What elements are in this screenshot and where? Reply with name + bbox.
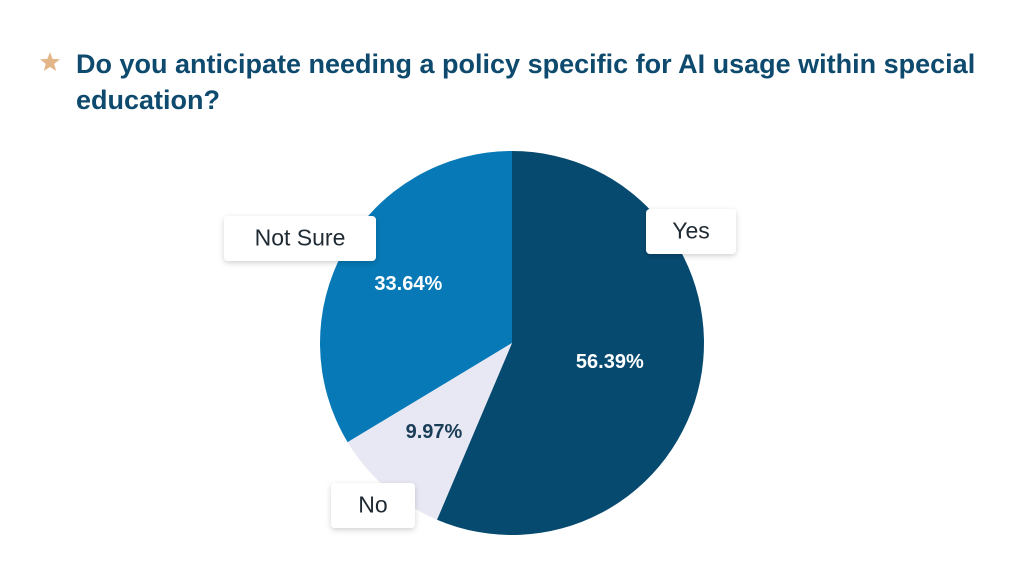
chart-title: Do you anticipate needing a policy speci…	[76, 49, 976, 115]
callout-label: Not Sure	[255, 225, 346, 251]
callout-box	[331, 483, 415, 528]
pie-slice-no	[347, 343, 512, 520]
category-callout: Not Sure	[224, 216, 376, 261]
slice-value-label: 9.97%	[406, 421, 463, 443]
star-icon	[40, 52, 60, 71]
pie-slice-yes	[436, 151, 705, 536]
category-callout: Yes	[646, 209, 736, 254]
callout-box	[224, 216, 376, 261]
callout-label: No	[358, 492, 387, 518]
slice-value-label: 56.39%	[576, 351, 644, 373]
category-callout: No	[331, 483, 415, 528]
callout-label: Yes	[672, 218, 710, 244]
slice-value-label: 33.64%	[374, 273, 442, 295]
callout-box	[646, 209, 736, 254]
